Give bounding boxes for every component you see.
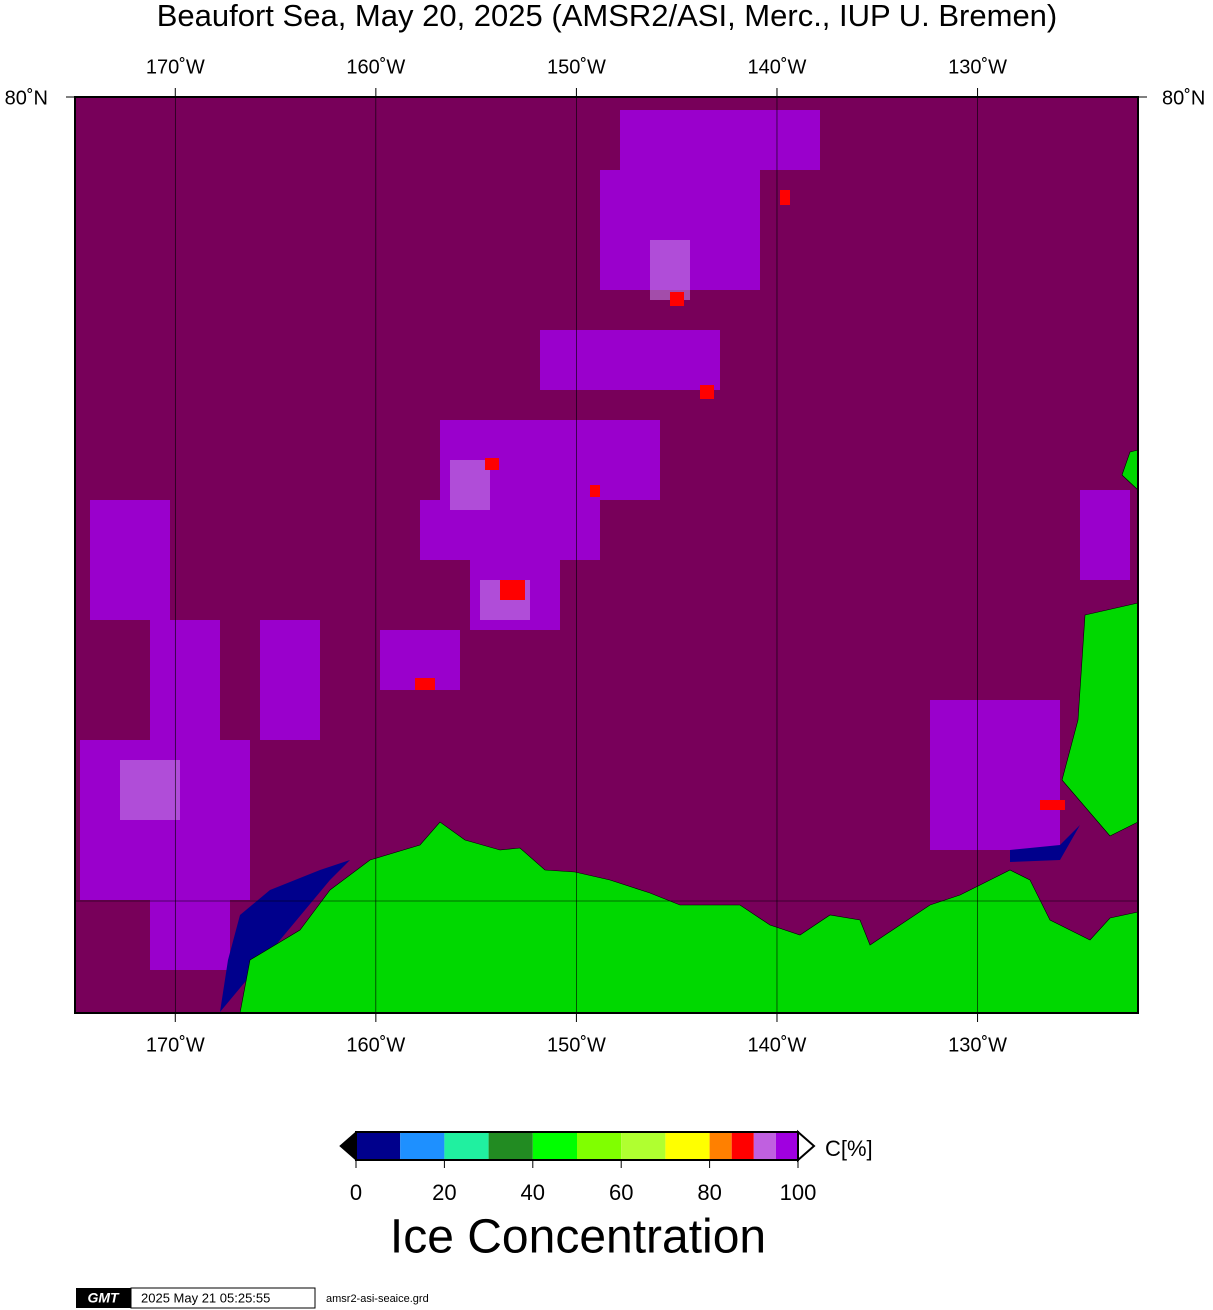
- colorbar-unit: C[%]: [825, 1136, 873, 1161]
- colorbar-tick-label: 40: [521, 1180, 545, 1205]
- colorbar-over: [797, 1129, 816, 1163]
- colorbar-title: Ice Concentration: [390, 1211, 766, 1264]
- land: [239, 821, 1139, 1014]
- lat-label: 80˚N: [1162, 87, 1205, 109]
- lon-label: 160˚W: [346, 1034, 405, 1056]
- colorbar-bin: [488, 1132, 533, 1160]
- ice-patches-red: [415, 190, 1065, 810]
- map-border: [74, 96, 1139, 1014]
- colorbar-bin: [753, 1132, 776, 1160]
- lon-label: 140˚W: [748, 56, 807, 78]
- lon-label: 150˚W: [547, 1034, 606, 1056]
- colorbar-bin: [532, 1132, 577, 1160]
- lon-label: 160˚W: [346, 56, 405, 78]
- colorbar-tick-label: 20: [432, 1180, 456, 1205]
- lon-label: 140˚W: [748, 1034, 807, 1056]
- lon-label: 130˚W: [948, 1034, 1007, 1056]
- open-water: [1010, 825, 1080, 862]
- ice-patches-light: [120, 240, 690, 820]
- lat-label: 80˚N: [5, 87, 48, 109]
- lon-label: 170˚W: [146, 56, 205, 78]
- lon-label: 150˚W: [547, 56, 606, 78]
- colorbar-bin: [444, 1132, 489, 1160]
- colorbar-bin: [731, 1132, 754, 1160]
- gmt-logo: GMT: [87, 1290, 120, 1306]
- grid-file: amsr2-asi-seaice.grd: [326, 1293, 429, 1305]
- colorbar-bin: [356, 1132, 401, 1160]
- timestamp: 2025 May 21 05:25:55: [141, 1290, 270, 1305]
- colorbar-under: [339, 1130, 357, 1162]
- colorbar-tick-label: 0: [350, 1180, 362, 1205]
- colorbar-tick-label: 60: [609, 1180, 633, 1205]
- lon-label: 170˚W: [146, 1034, 205, 1056]
- colorbar-frame: [355, 1131, 799, 1161]
- colorbar-tick-label: 80: [697, 1180, 721, 1205]
- lon-label: 130˚W: [948, 56, 1007, 78]
- colorbar-bin: [775, 1132, 798, 1160]
- colorbar-bin: [621, 1132, 666, 1160]
- colorbar-bin: [665, 1132, 710, 1160]
- colorbar-bin: [577, 1132, 622, 1160]
- colorbar-bin: [400, 1132, 445, 1160]
- gmt-logo-box: [76, 1288, 131, 1308]
- map-frame: [74, 96, 1139, 1014]
- colorbar-bin: [709, 1132, 732, 1160]
- colorbar-tick-label: 100: [780, 1180, 817, 1205]
- map-title: Beaufort Sea, May 20, 2025 (AMSR2/ASI, M…: [157, 0, 1058, 33]
- open-water: [220, 860, 350, 1012]
- timestamp-box: [130, 1287, 316, 1309]
